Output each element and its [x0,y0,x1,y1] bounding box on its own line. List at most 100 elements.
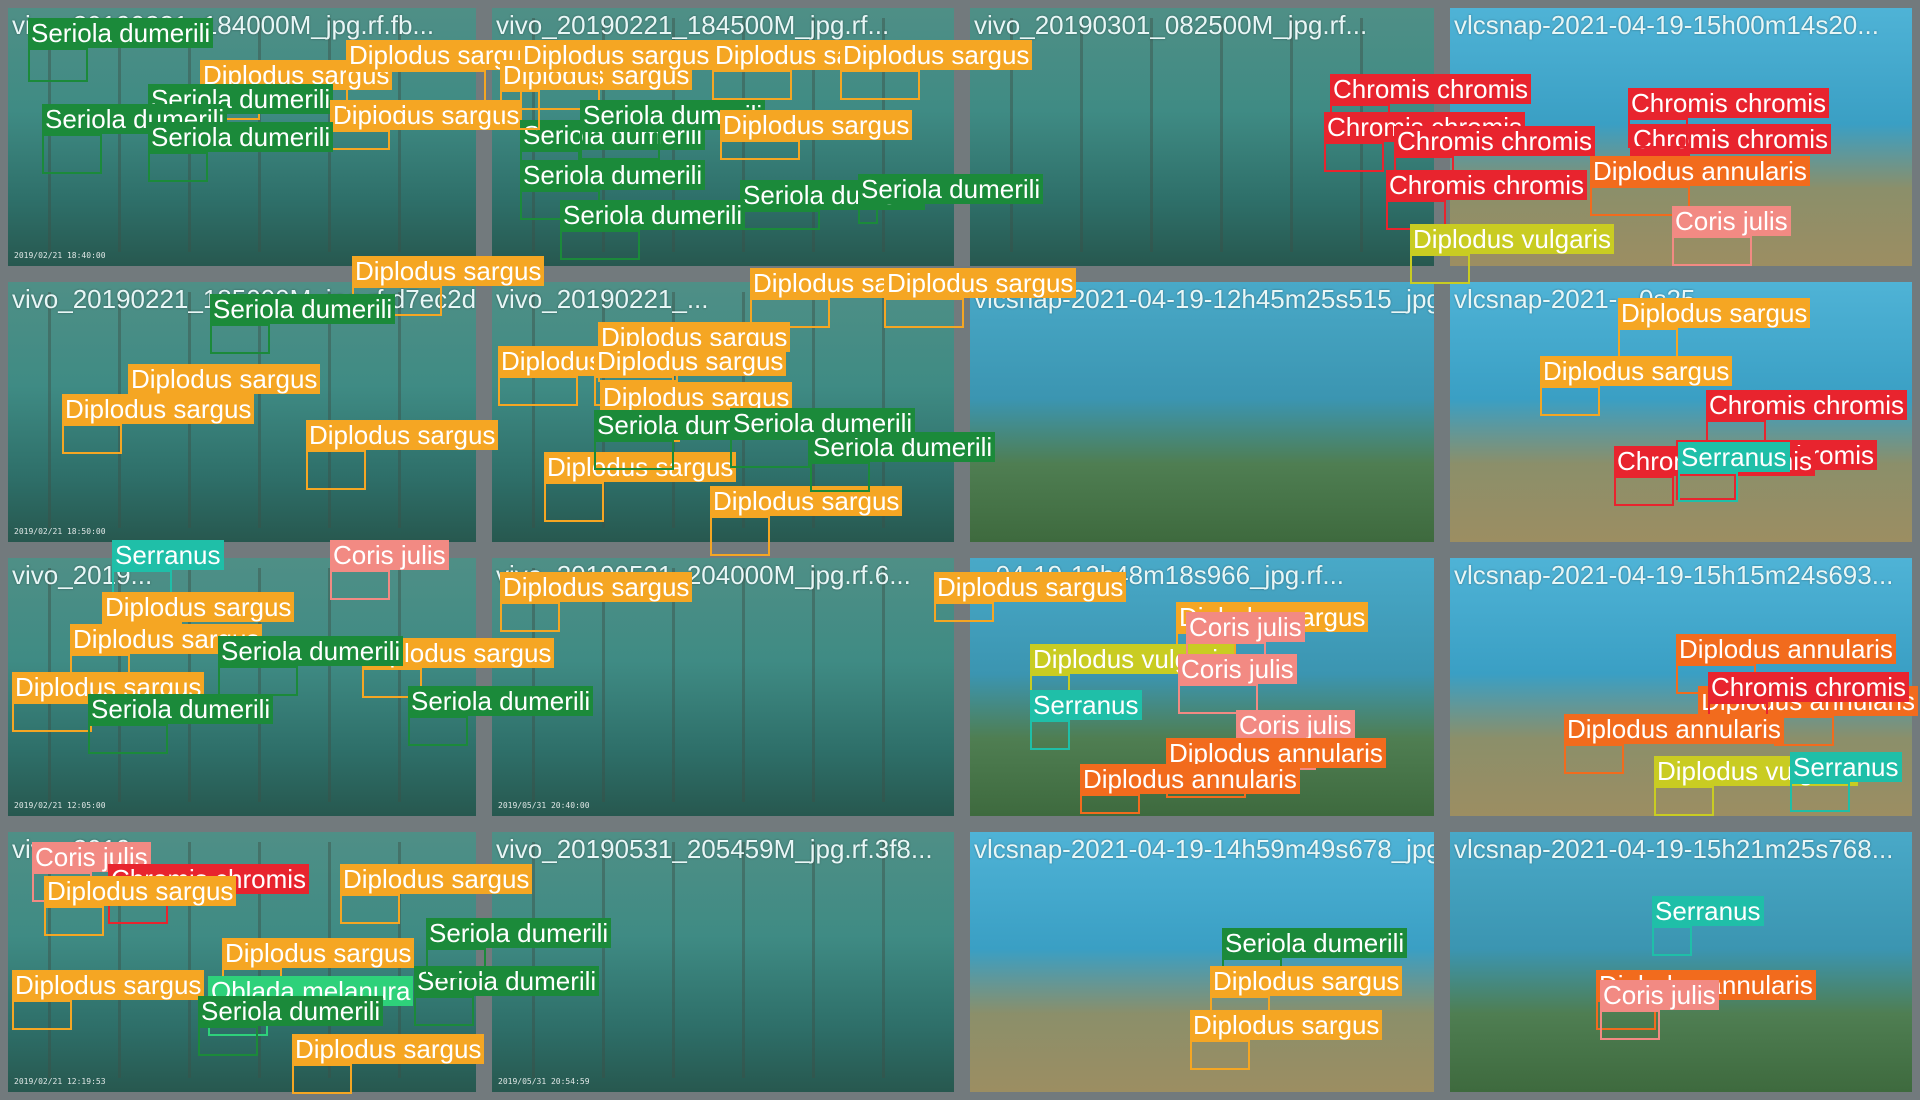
scaffold-post [398,568,401,802]
image-tile[interactable]: vlcsnap-2021-04-19-15h00m14s20... [1442,0,1920,274]
image-tile[interactable]: vlcsnap-2021-04-19-15h21m25s768... [1442,824,1920,1100]
scaffold-post [602,568,605,802]
scaffold-post [1290,18,1293,252]
scaffold-post [48,18,51,252]
image-tile[interactable]: vlcsnap-2021-04-19-12h45m25s515_jpg.rf.7… [962,274,1442,550]
scaffold-post [188,18,191,252]
filename-label: vivo_20190221_184000M_jpg.rf.fb... [12,10,435,40]
scaffold-post [532,292,535,528]
scaffold-post [398,842,401,1078]
underwater-photo [492,832,954,1092]
scaffold-post [118,568,121,802]
filename-label: vivo_20190221_185000M_jpg.rf.d7ec2d8289.… [12,284,484,314]
scaffold-post [602,292,605,528]
scaffold-post [532,842,535,1078]
scaffold-post [258,568,261,802]
scaffold-post [118,842,121,1078]
image-tile[interactable]: vivo_20190221_184000M_jpg.rf.fb... 2019/0… [0,0,484,274]
scaffold-post [188,842,191,1078]
scaffold-post [532,568,535,802]
filename-label: vivo_20190301_082500M_jpg.rf... [974,10,1368,40]
timestamp-overlay: 2019/05/31 20:54:59 [498,1077,590,1086]
scaffold-post [328,568,331,802]
underwater-photo [970,8,1434,266]
scaffold-post [602,18,605,252]
scaffold-post [328,842,331,1078]
image-tile[interactable]: vivo_20190221_185000M_jpg.rf.d7ec2d8289.… [0,274,484,550]
scaffold-post [672,18,675,252]
filename-label: vivo_20190531_204000M_jpg.rf.6... [496,560,911,590]
image-tile[interactable]: vivo_20190221_184500M_jpg.rf... [484,0,962,274]
underwater-photo [8,558,476,816]
timestamp-overlay: 2019/02/21 12:05:00 [14,801,106,810]
filename-label: vlcsnap-2021-04-19-14h59m49s678_jpg.rf..… [974,834,1442,864]
image-tile[interactable]: vivo_2019... 2019/02/21 12:05:00 [0,550,484,824]
scaffold-post [672,292,675,528]
scaffold-post [188,568,191,802]
filename-label: vlcsnap-2021-04-19-15h21m25s768... [1454,834,1894,864]
scaffold-post [258,18,261,252]
image-tile[interactable]: ...04-19-12h48m18s966_jpg.rf... [962,550,1442,824]
underwater-photo [8,832,476,1092]
image-tile[interactable]: vivo_20190221_... [484,274,962,550]
scaffold-post [1150,18,1153,252]
scaffold-post [672,842,675,1078]
scaffold-post [742,568,745,802]
scaffold-post [1360,18,1363,252]
scaffold-post [118,292,121,528]
scaffold-post [48,292,51,528]
scaffold-post [742,18,745,252]
scaffold-post [1010,18,1013,252]
image-tile[interactable]: vivo_20190301_082500M_jpg.rf... [962,0,1442,274]
scaffold-post [882,18,885,252]
scaffold-post [672,568,675,802]
timestamp-overlay: 2019/02/21 12:19:53 [14,1077,106,1086]
underwater-photo [970,558,1434,816]
filename-label: vivo_20190221_... [496,284,709,314]
underwater-photo [1450,558,1912,816]
scaffold-post [258,842,261,1078]
filename-label: ...04-19-12h48m18s966_jpg.rf... [974,560,1345,590]
scaffold-post [602,842,605,1078]
scaffold-post [742,842,745,1078]
timestamp-overlay: 2019/05/31 20:40:00 [498,801,590,810]
scaffold-post [812,568,815,802]
scaffold-post [258,292,261,528]
filename-label: vlcsnap-2021-...0s25... [1454,284,1718,314]
scaffold-post [398,292,401,528]
scaffold-post [742,292,745,528]
image-tile[interactable]: vivo_2019... 2019/02/21 12:19:53 [0,824,484,1100]
image-tile[interactable]: vlcsnap-2021-...0s25... [1442,274,1920,550]
image-tile[interactable]: vlcsnap-2021-04-19-15h15m24s693... [1442,550,1920,824]
filename-label: vlcsnap-2021-04-19-15h00m14s20... [1454,10,1879,40]
scaffold-post [48,842,51,1078]
scaffold-post [1080,18,1083,252]
underwater-photo [970,832,1434,1092]
scaffold-post [118,18,121,252]
filename-label: vivo_2019... [12,560,153,590]
underwater-photo [8,282,476,542]
image-tile[interactable]: vlcsnap-2021-04-19-14h59m49s678_jpg.rf..… [962,824,1442,1100]
scaffold-post [328,292,331,528]
scaffold-post [882,568,885,802]
scaffold-post [882,292,885,528]
scaffold-post [188,292,191,528]
underwater-photo [1450,8,1912,266]
underwater-photo [1450,282,1912,542]
image-tile[interactable]: vivo_20190531_204000M_jpg.rf.6... 2019/05… [484,550,962,824]
filename-label: vlcsnap-2021-04-19-15h15m24s693... [1454,560,1894,590]
scaffold-post [812,18,815,252]
scaffold-post [398,18,401,252]
scaffold-post [812,292,815,528]
scaffold-post [1220,18,1223,252]
filename-label: vivo_20190531_205459M_jpg.rf.3f8... [496,834,933,864]
filename-label: vivo_2019... [12,834,153,864]
scaffold-post [812,842,815,1078]
timestamp-overlay: 2019/02/21 18:50:00 [14,527,106,536]
underwater-photo [8,8,476,266]
image-tile[interactable]: vivo_20190531_205459M_jpg.rf.3f8... 2019/… [484,824,962,1100]
timestamp-overlay: 2019/02/21 18:40:00 [14,251,106,260]
filename-label: vivo_20190221_184500M_jpg.rf... [496,10,890,40]
scaffold-post [882,842,885,1078]
